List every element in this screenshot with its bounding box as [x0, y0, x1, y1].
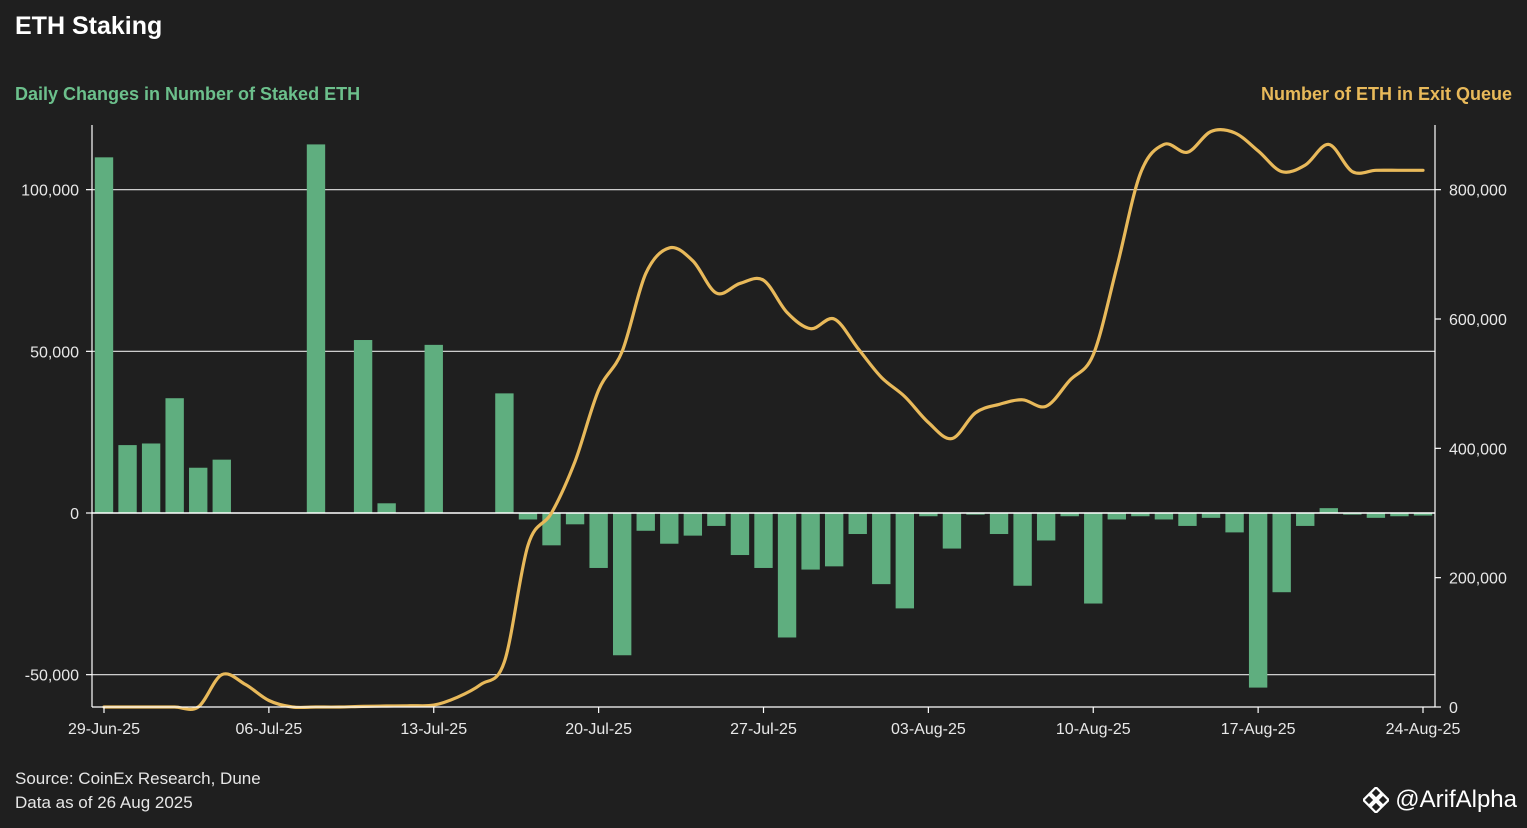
watermark-text: @ArifAlpha: [1395, 786, 1517, 813]
bar: [424, 344, 443, 513]
bar: [1131, 513, 1150, 517]
bar: [1107, 513, 1126, 520]
bar: [824, 513, 844, 567]
gridlines: [92, 189, 1435, 676]
bar: [1013, 513, 1032, 586]
bar: [612, 513, 632, 656]
bar: [1413, 513, 1433, 516]
bar: [1036, 513, 1056, 541]
bar: [1084, 513, 1103, 604]
source-note: Source: CoinEx Research, Dune Data as of…: [15, 767, 261, 815]
x-tick-label: 20-Jul-25: [565, 721, 632, 738]
bar: [1296, 513, 1315, 526]
x-tick-label: 29-Jun-25: [68, 721, 140, 738]
left-tick-label: 100,000: [21, 183, 79, 200]
x-tick-label: 10-Aug-25: [1056, 721, 1131, 738]
bar: [1201, 513, 1221, 518]
bar: [636, 513, 655, 531]
x-tick-label: 24-Aug-25: [1386, 721, 1461, 738]
bar: [989, 513, 1009, 535]
bar: [141, 443, 161, 513]
right-tick-label: 400,000: [1449, 441, 1507, 458]
right-tick-label: 200,000: [1449, 571, 1507, 588]
left-tick-label: 50,000: [30, 344, 79, 361]
bar: [754, 513, 773, 568]
bar: [872, 513, 891, 585]
bar: [94, 157, 114, 514]
bar: [495, 393, 514, 513]
binance-logo-icon: [1363, 787, 1390, 813]
bar: [542, 513, 561, 546]
bar: [730, 513, 750, 556]
right-axis-title: Number of ETH in Exit Queue: [1260, 84, 1512, 104]
bar: [919, 513, 938, 517]
bar: [707, 513, 726, 526]
x-tick-label: 03-Aug-25: [891, 721, 966, 738]
chart-title: ETH Staking: [15, 12, 163, 40]
bar: [683, 513, 703, 536]
bar: [801, 513, 820, 570]
left-tick-label: -50,000: [25, 668, 79, 685]
right-tick-label: 800,000: [1449, 183, 1507, 200]
x-tick-label: 27-Jul-25: [730, 721, 797, 738]
bar: [1366, 513, 1386, 518]
bar: [1248, 513, 1268, 688]
bar: [565, 513, 585, 525]
x-tick-label: 17-Aug-25: [1221, 721, 1296, 738]
bar-series: [94, 144, 1433, 688]
data-date-line: Data as of 26 Aug 2025: [15, 793, 193, 812]
bar: [1060, 513, 1079, 517]
bar: [1319, 508, 1338, 513]
bar: [1154, 513, 1174, 520]
bar: [966, 513, 985, 515]
bar: [895, 513, 915, 609]
bar: [1272, 513, 1291, 593]
left-tick-label: 0: [70, 506, 79, 523]
exit-queue-line: [102, 127, 1425, 711]
watermark: @ArifAlpha: [1363, 786, 1517, 814]
axes: -50,000 0 50,000 100,000 0 200,000 400,000 600,…: [21, 125, 1507, 738]
bar: [306, 144, 326, 513]
right-tick-label: 0: [1449, 700, 1458, 717]
bar: [589, 513, 608, 568]
bar: [165, 398, 184, 513]
bar: [1225, 513, 1244, 533]
bar: [848, 513, 867, 535]
bar: [660, 513, 679, 544]
bar: [1390, 513, 1409, 517]
line-series: [102, 127, 1425, 711]
x-tick-label: 13-Jul-25: [400, 721, 467, 738]
right-tick-label: 600,000: [1449, 312, 1507, 329]
x-tick-label: 06-Jul-25: [236, 721, 303, 738]
bar: [189, 467, 208, 513]
bar: [1343, 513, 1362, 515]
bar: [353, 340, 373, 513]
bar: [212, 459, 231, 513]
bar: [1178, 513, 1197, 526]
bar: [377, 503, 396, 513]
bar: [518, 513, 538, 520]
bar: [942, 513, 962, 549]
source-line: Source: CoinEx Research, Dune: [15, 769, 261, 788]
bar: [777, 513, 797, 638]
left-axis-title: Daily Changes in Number of Staked ETH: [15, 84, 361, 104]
bar: [118, 445, 137, 513]
